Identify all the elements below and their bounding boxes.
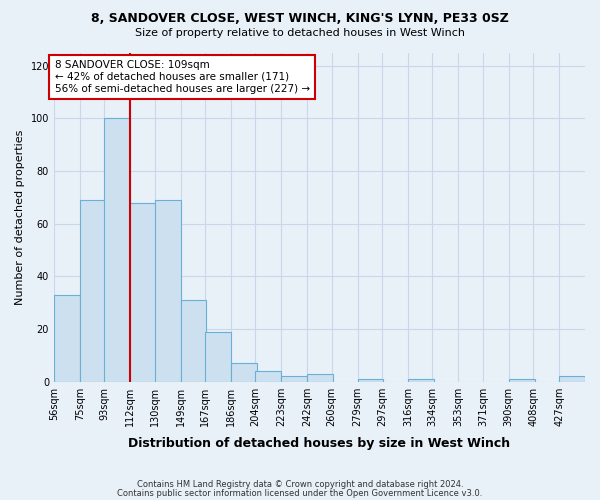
Bar [130,202,156,382]
Bar [358,379,383,382]
Bar [509,379,535,382]
Bar [155,200,181,382]
Bar [54,295,80,382]
Text: 8 SANDOVER CLOSE: 109sqm
← 42% of detached houses are smaller (171)
56% of semi-: 8 SANDOVER CLOSE: 109sqm ← 42% of detach… [55,60,310,94]
X-axis label: Distribution of detached houses by size in West Winch: Distribution of detached houses by size … [128,437,511,450]
Bar [408,379,434,382]
Bar [181,300,206,382]
Bar [231,363,257,382]
Bar [307,374,333,382]
Bar [205,332,231,382]
Bar [80,200,106,382]
Bar [256,371,281,382]
Bar [281,376,307,382]
Text: Contains HM Land Registry data © Crown copyright and database right 2024.: Contains HM Land Registry data © Crown c… [137,480,463,489]
Text: Size of property relative to detached houses in West Winch: Size of property relative to detached ho… [135,28,465,38]
Y-axis label: Number of detached properties: Number of detached properties [15,130,25,305]
Bar [559,376,585,382]
Bar [104,118,130,382]
Text: Contains public sector information licensed under the Open Government Licence v3: Contains public sector information licen… [118,488,482,498]
Text: 8, SANDOVER CLOSE, WEST WINCH, KING'S LYNN, PE33 0SZ: 8, SANDOVER CLOSE, WEST WINCH, KING'S LY… [91,12,509,26]
